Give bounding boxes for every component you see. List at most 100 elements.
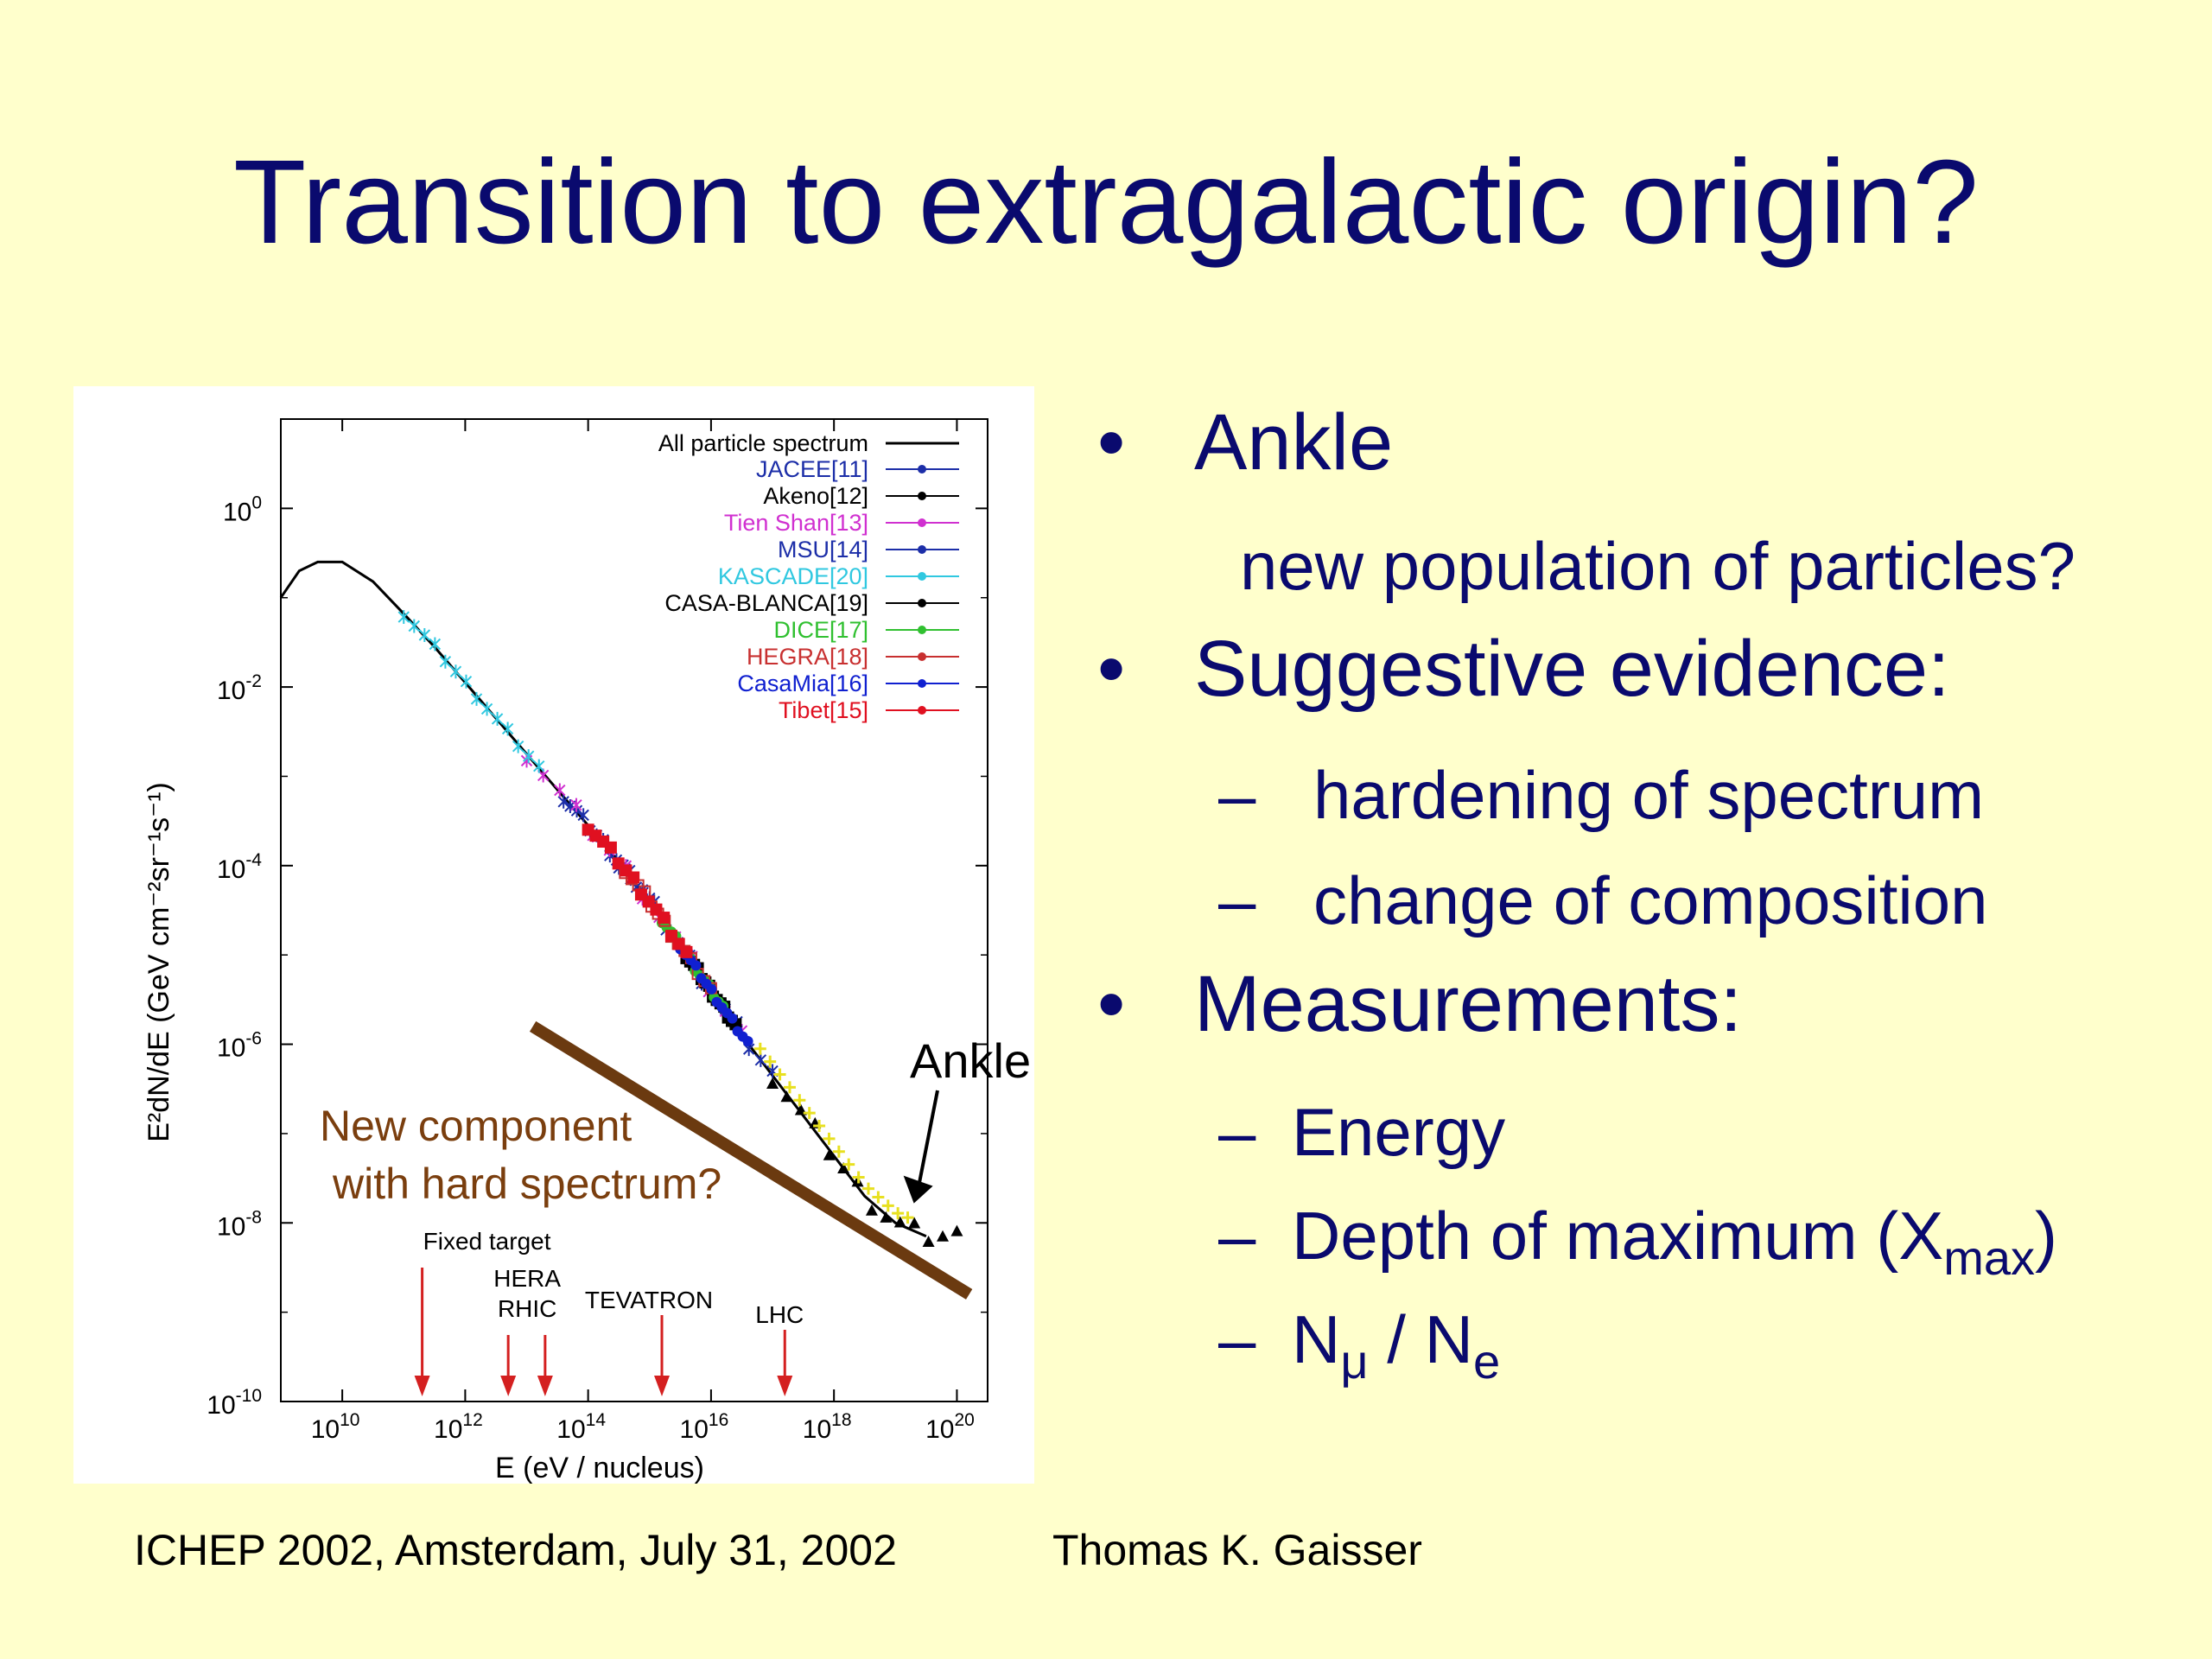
data-point-kascade	[480, 702, 493, 716]
composition-text: change of composition	[1313, 862, 1988, 938]
bullet-ankle-sub: new population of particles?	[1240, 528, 2075, 604]
ankle-arrowhead	[903, 1175, 933, 1204]
data-point-highlight	[753, 1042, 766, 1055]
data-point-highlight	[783, 1081, 796, 1094]
data-point-kascade	[408, 619, 421, 633]
legend-label: CasaMia[16]	[737, 671, 868, 696]
ratio-mu: μ	[1340, 1334, 1369, 1389]
accelerator-arrowhead	[777, 1376, 793, 1396]
data-point-highlight	[842, 1158, 855, 1171]
accelerator-arrowhead	[414, 1376, 430, 1396]
y-tick-exponent: 0	[251, 493, 262, 512]
y-tick-label: 100	[223, 493, 262, 526]
x-tick-label: 1010	[311, 1410, 360, 1444]
legend-marker	[918, 545, 926, 554]
x-tick-label: 1012	[434, 1410, 483, 1444]
ankle-label: Ankle	[910, 1033, 1031, 1088]
cosmic-ray-spectrum-chart: 1010 1012 1014 1016 1018 1020 100 10-2 10-4 10-6 1…	[73, 386, 1034, 1484]
y-tick-label: 10-8	[217, 1207, 262, 1241]
legend-marker	[918, 599, 926, 607]
legend-label: Akeno[12]	[763, 483, 868, 509]
data-point-casamia	[690, 960, 702, 971]
y-tick-exponent: -10	[236, 1386, 262, 1406]
x-tick-exponent: 10	[340, 1410, 359, 1430]
data-point-highlight	[823, 1132, 836, 1145]
accelerator-arrowhead	[537, 1376, 553, 1396]
legend-marker	[918, 626, 926, 634]
ratio-n1: N	[1292, 1301, 1341, 1377]
legend-marker	[918, 572, 926, 581]
data-point-akeno	[780, 1090, 793, 1103]
x-tick-label: 1020	[925, 1410, 975, 1444]
data-point-tibet	[627, 871, 640, 884]
slide-title: Transition to extragalactic origin?	[233, 136, 1979, 269]
data-point-msu	[754, 1052, 767, 1067]
data-point-kascade	[523, 749, 535, 764]
data-point-jacee	[577, 808, 589, 823]
data-point-akeno	[922, 1235, 935, 1247]
new-component-label-1: New component	[320, 1102, 632, 1150]
energy-text: Energy	[1292, 1094, 1506, 1170]
y-tick-label: 10-2	[217, 671, 262, 705]
legend-marker	[918, 652, 926, 661]
data-point-tienshan	[570, 798, 582, 812]
y-tick-label: 10-4	[217, 850, 262, 884]
x-tick-exponent: 20	[954, 1410, 974, 1430]
legend-label: MSU[14]	[778, 537, 868, 563]
accelerator-label: RHIC	[498, 1295, 556, 1322]
x-tick-exponent: 14	[586, 1410, 607, 1430]
data-point-highlight	[892, 1207, 905, 1220]
data-point-akeno	[950, 1224, 963, 1236]
x-tick-label: 1018	[803, 1410, 852, 1444]
data-point-jacee	[557, 794, 569, 809]
data-point-highlight	[901, 1211, 914, 1224]
legend-marker	[918, 518, 926, 527]
data-point-highlight	[793, 1094, 806, 1107]
accelerator-label: TEVATRON	[585, 1287, 713, 1313]
data-point-tienshan	[554, 783, 566, 798]
data-point-kascade	[491, 711, 504, 726]
data-point-casamia	[706, 983, 717, 995]
legend-marker	[918, 465, 926, 474]
data-point-highlight	[862, 1182, 875, 1195]
accelerator-label: Fixed target	[423, 1228, 551, 1255]
new-component-label-2: with hard spectrum?	[332, 1160, 721, 1208]
data-point-tibet	[680, 945, 693, 958]
ratio-text: Nμ / Ne	[1292, 1300, 1500, 1389]
legend-label: DICE[17]	[773, 617, 868, 643]
data-point-kascade	[397, 610, 410, 625]
legend-label: CASA-BLANCA[19]	[664, 590, 868, 616]
data-point-tibet	[658, 912, 671, 925]
ratio-e: e	[1472, 1334, 1501, 1389]
legend-marker	[918, 492, 926, 500]
legend-label: Tibet[15]	[779, 697, 868, 723]
data-point-kascade	[429, 637, 442, 652]
dash: –	[1218, 1301, 1256, 1377]
plot-frame	[280, 418, 988, 1402]
data-point-akeno	[837, 1162, 850, 1174]
dash: –	[1218, 862, 1256, 938]
new-component-line	[529, 1020, 973, 1300]
data-point-highlight	[832, 1145, 845, 1158]
legend-label-all-particle: All particle spectrum	[658, 430, 868, 456]
legend-label: Tien Shan[13]	[724, 510, 868, 536]
dash: –	[1218, 757, 1256, 833]
bullet-evidence-text: Suggestive evidence:	[1194, 625, 1950, 713]
dash: –	[1218, 1198, 1256, 1274]
ratio-mid: / N	[1368, 1301, 1473, 1377]
data-point-akeno	[766, 1077, 779, 1090]
y-tick-label: 10-6	[217, 1029, 262, 1063]
accelerator-arrowhead	[500, 1376, 517, 1396]
footer-author: Thomas K. Gaisser	[1052, 1526, 1422, 1574]
accelerator-label: LHC	[755, 1301, 804, 1328]
data-point-tibet	[604, 841, 617, 854]
footer-conference: ICHEP 2002, Amsterdam, July 31, 2002	[134, 1526, 897, 1574]
legend-label: KASCADE[20]	[718, 563, 868, 589]
xmax-text: Depth of maximum (Xmax)	[1292, 1197, 2057, 1286]
data-point-highlight	[813, 1120, 826, 1133]
data-point-akeno	[908, 1217, 921, 1229]
y-tick-exponent: -6	[245, 1029, 262, 1049]
x-tick-exponent: 12	[462, 1410, 482, 1430]
y-tick-label: 10-10	[207, 1386, 262, 1420]
data-point-akeno	[823, 1148, 836, 1160]
